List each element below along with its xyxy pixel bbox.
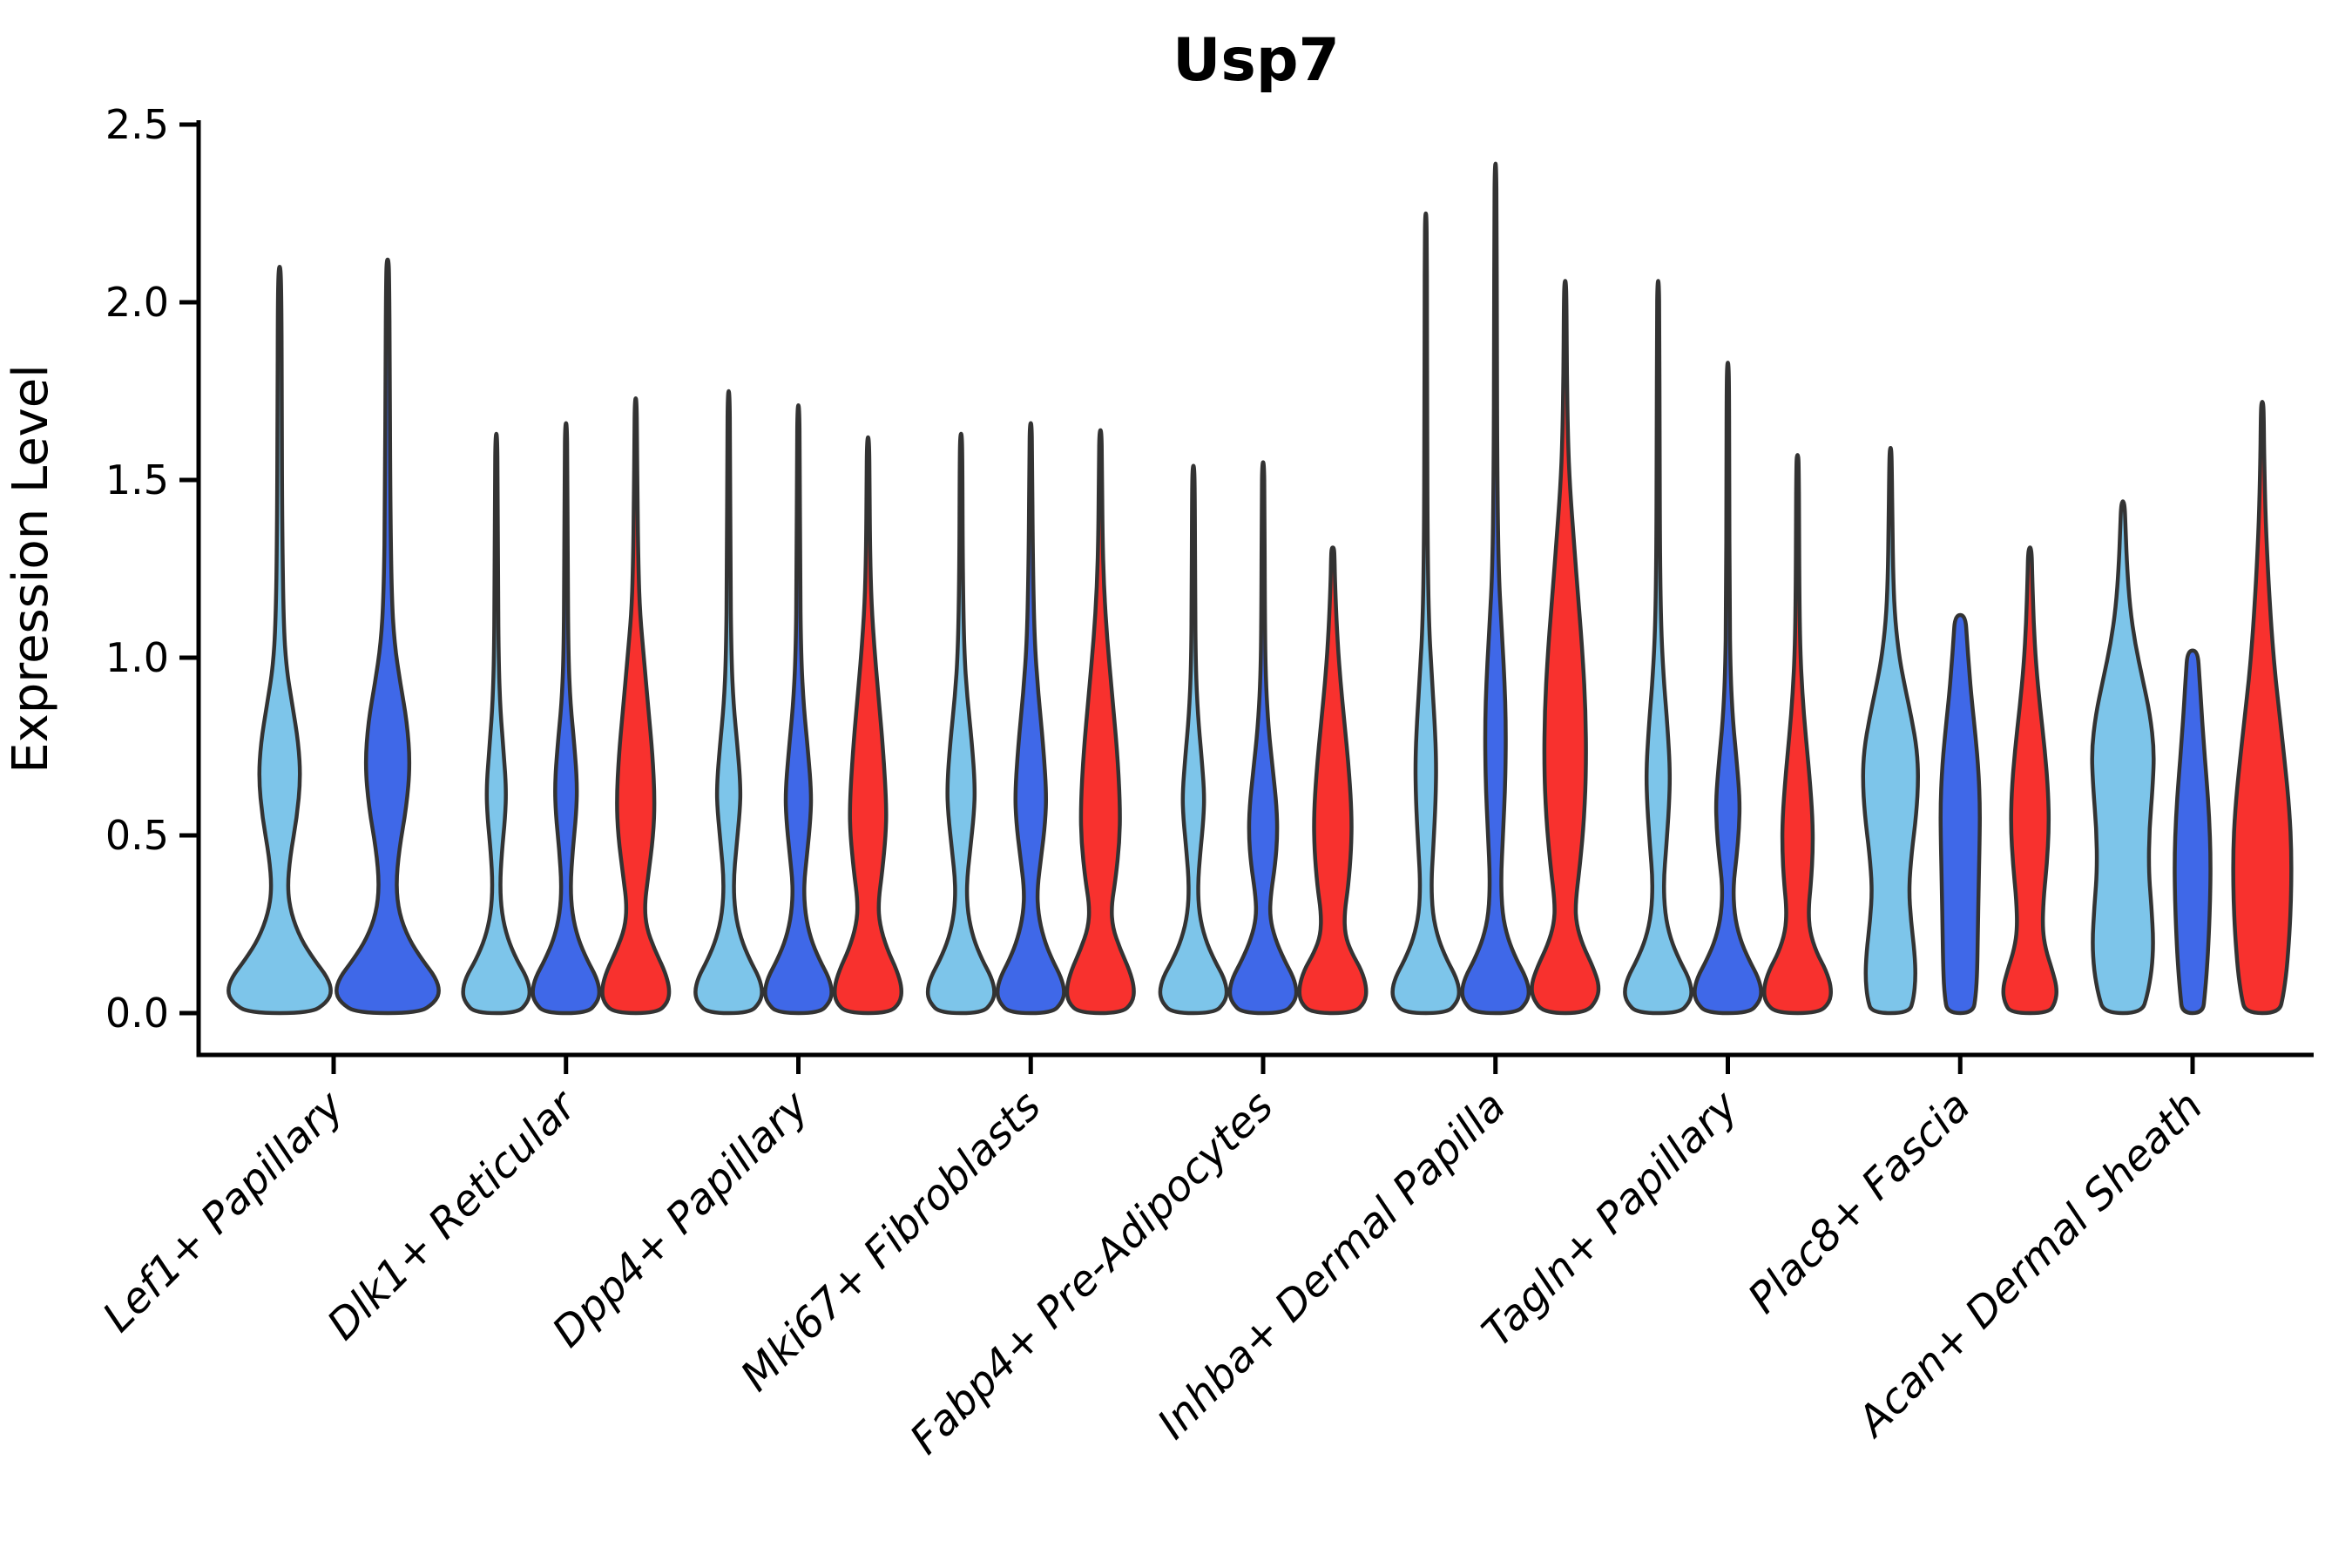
y-tick-label: 2.5: [105, 101, 169, 148]
violin: [1693, 361, 1763, 1016]
violin-group: [1158, 460, 1369, 1016]
x-tick-label: Plac8+ Fascia: [1739, 1082, 1980, 1323]
violin-group: [2090, 399, 2294, 1016]
violin: [1530, 279, 1601, 1016]
violin: [2001, 545, 2058, 1016]
y-tick-label: 2.0: [105, 279, 169, 326]
violin-group: [1390, 161, 1601, 1016]
violin-group: [226, 257, 441, 1016]
y-tick-label: 0.5: [105, 812, 169, 859]
y-axis-label: Expression Level: [3, 364, 59, 774]
violin: [1861, 446, 1920, 1016]
plot-title: Usp7: [1173, 26, 1340, 95]
violin-group: [461, 395, 672, 1016]
violin: [2090, 499, 2156, 1016]
violins-layer: [226, 161, 2294, 1016]
violin: [763, 403, 834, 1016]
y-tick-label: 1.0: [105, 634, 169, 681]
violin: [1158, 463, 1229, 1016]
violin: [1460, 161, 1531, 1016]
violin: [2231, 399, 2294, 1016]
violin-group: [1861, 446, 2058, 1016]
y-tick-label: 0.0: [105, 990, 169, 1037]
violin: [995, 421, 1066, 1016]
violin: [600, 395, 672, 1016]
x-tick-label: Tagln+ Papillary: [1473, 1081, 1748, 1356]
violin: [1390, 211, 1462, 1016]
violin: [461, 431, 532, 1016]
violin: [693, 389, 764, 1016]
violin: [925, 431, 997, 1016]
violin-group: [693, 389, 904, 1016]
violin: [1938, 612, 1982, 1016]
violin: [2173, 648, 2213, 1016]
violin: [1762, 453, 1833, 1016]
violin: [832, 435, 904, 1016]
x-tick-label: Dlk1+ Reticular: [318, 1080, 588, 1350]
violin: [335, 257, 441, 1016]
violin: [531, 421, 602, 1016]
x-tick-label: Dpp4+ Papillary: [543, 1081, 818, 1356]
x-tick-label: Lef1+ Papillary: [93, 1081, 354, 1342]
violin: [226, 264, 333, 1016]
violin: [1064, 428, 1136, 1016]
y-axis: 0.0 0.5 1.0 1.5 2.0 2.5: [105, 101, 201, 1058]
violin: [1623, 279, 1693, 1016]
violin-group: [1623, 279, 1833, 1016]
violin: [1297, 545, 1369, 1016]
violin: [1227, 460, 1299, 1016]
violin-group: [925, 421, 1136, 1016]
y-tick-label: 1.5: [105, 456, 169, 504]
